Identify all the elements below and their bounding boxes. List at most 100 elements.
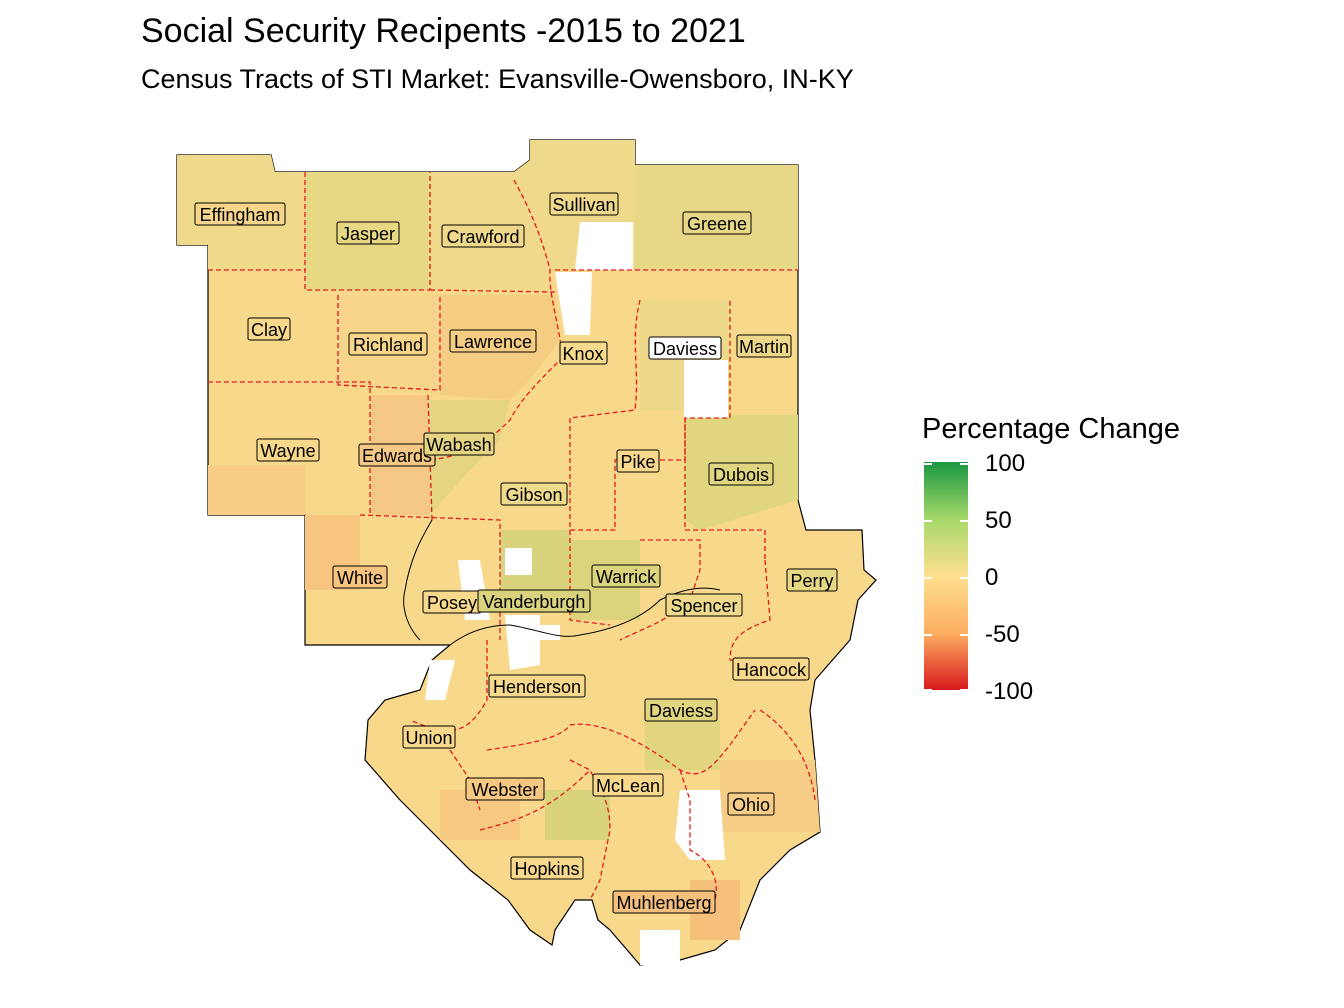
svg-text:Posey: Posey <box>427 593 477 613</box>
county-boundary <box>208 381 371 515</box>
no-data-area <box>505 615 540 670</box>
county-fill-wayne-sw <box>208 465 305 515</box>
svg-text:McLean: McLean <box>596 776 660 796</box>
county-label-webster: Webster <box>465 777 545 801</box>
svg-text:Wabash: Wabash <box>426 435 491 455</box>
county-label-martin: Martin <box>736 334 792 358</box>
legend-tick-label: 50 <box>985 507 1012 534</box>
county-boundary <box>486 709 756 775</box>
svg-text:Greene: Greene <box>687 214 747 234</box>
legend-tick-mark <box>960 634 968 636</box>
map-subtitle: Census Tracts of STI Market: Evansville-… <box>141 64 854 94</box>
county-label-dubois: Dubois <box>708 462 774 486</box>
map-title: Social Security Recipents -2015 to 2021 <box>141 12 746 50</box>
legend-tick-mark <box>960 577 968 579</box>
no-data-area <box>684 360 728 418</box>
county-label-posey: Posey <box>422 590 482 614</box>
svg-text:Clay: Clay <box>251 320 287 340</box>
svg-text:Ohio: Ohio <box>732 795 770 815</box>
county-label-clay: Clay <box>247 317 291 341</box>
svg-text:Dubois: Dubois <box>713 465 769 485</box>
county-boundary <box>679 769 717 901</box>
county-label-mclean: McLean <box>592 773 664 797</box>
svg-text:Pike: Pike <box>620 452 655 472</box>
county-boundary <box>684 418 766 560</box>
county-labels: Effingham Jasper Crawford Sullivan Green… <box>194 192 838 914</box>
svg-text:Crawford: Crawford <box>446 227 519 247</box>
county-label-white: White <box>332 565 388 589</box>
county-fill-daviess-ky <box>645 720 720 770</box>
no-data-area <box>540 625 560 640</box>
county-label-wabash: Wabash <box>423 432 495 456</box>
svg-text:Vanderburgh: Vanderburgh <box>483 592 586 612</box>
county-label-warrick: Warrick <box>591 564 661 588</box>
legend-tick-label: 100 <box>985 450 1026 477</box>
legend-color-bar <box>924 462 968 690</box>
svg-text:Hancock: Hancock <box>736 660 807 680</box>
county-label-muhlenberg: Muhlenberg <box>612 890 716 914</box>
legend-tick-label: -100 <box>985 678 1034 705</box>
svg-text:Martin: Martin <box>739 337 789 357</box>
svg-text:Union: Union <box>405 728 452 748</box>
county-label-greene: Greene <box>682 211 752 235</box>
county-boundary <box>429 269 798 293</box>
svg-text:Perry: Perry <box>790 571 833 591</box>
county-label-effingham: Effingham <box>194 202 286 226</box>
legend-tick-mark <box>924 634 932 636</box>
county-boundary <box>759 709 816 801</box>
county-label-henderson: Henderson <box>488 674 586 698</box>
county-fill-mclean <box>545 790 610 840</box>
svg-text:Knox: Knox <box>562 344 603 364</box>
county-fill-wabash <box>428 400 510 515</box>
river <box>403 519 433 641</box>
svg-text:Daviess: Daviess <box>649 701 713 721</box>
county-boundary <box>337 295 441 391</box>
svg-text:Daviess: Daviess <box>653 339 717 359</box>
county-boundary <box>427 394 433 521</box>
legend-tick-mark <box>924 520 932 522</box>
no-data-area <box>425 660 455 700</box>
county-label-hancock: Hancock <box>732 657 810 681</box>
svg-text:Spencer: Spencer <box>670 596 737 616</box>
county-boundary <box>479 769 591 831</box>
county-label-union: Union <box>402 725 456 749</box>
no-data-area <box>640 930 680 965</box>
county-label-richland: Richland <box>348 332 428 356</box>
no-data-area <box>675 790 725 860</box>
legend-tick-mark <box>924 577 932 579</box>
county-label-jasper: Jasper <box>336 221 400 245</box>
county-label-sullivan: Sullivan <box>549 192 619 216</box>
svg-text:Edwards: Edwards <box>362 446 432 466</box>
county-label-vanderburgh: Vanderburgh <box>477 589 591 613</box>
svg-text:Richland: Richland <box>353 335 423 355</box>
county-boundary <box>569 530 611 626</box>
county-boundaries <box>208 172 816 901</box>
legend-tick-mark <box>924 689 932 691</box>
svg-text:Effingham: Effingham <box>200 205 281 225</box>
svg-text:Gibson: Gibson <box>505 485 562 505</box>
svg-text:Muhlenberg: Muhlenberg <box>616 893 711 913</box>
county-boundary <box>729 559 805 661</box>
svg-text:Sullivan: Sullivan <box>552 195 615 215</box>
legend-tick-mark <box>960 463 968 465</box>
legend-tick-mark <box>960 520 968 522</box>
county-label-perry: Perry <box>786 568 838 592</box>
svg-text:Wayne: Wayne <box>260 441 315 461</box>
legend-tick-mark <box>960 689 968 691</box>
county-label-ohio: Ohio <box>727 792 775 816</box>
county-label-daviess-in: Daviess <box>648 336 722 360</box>
county-boundary <box>619 539 701 641</box>
svg-text:Jasper: Jasper <box>341 224 395 244</box>
county-label-gibson: Gibson <box>500 482 568 506</box>
legend-title: Percentage Change <box>922 413 1180 445</box>
legend-tick-label: -50 <box>985 621 1020 648</box>
county-label-crawford: Crawford <box>441 224 525 248</box>
svg-text:White: White <box>337 568 383 588</box>
county-boundary <box>569 759 611 901</box>
svg-text:Lawrence: Lawrence <box>454 332 532 352</box>
county-label-spencer: Spencer <box>665 593 743 617</box>
county-boundary <box>569 299 731 531</box>
no-data-area <box>575 222 633 270</box>
legend-tick-label: 0 <box>985 564 999 591</box>
